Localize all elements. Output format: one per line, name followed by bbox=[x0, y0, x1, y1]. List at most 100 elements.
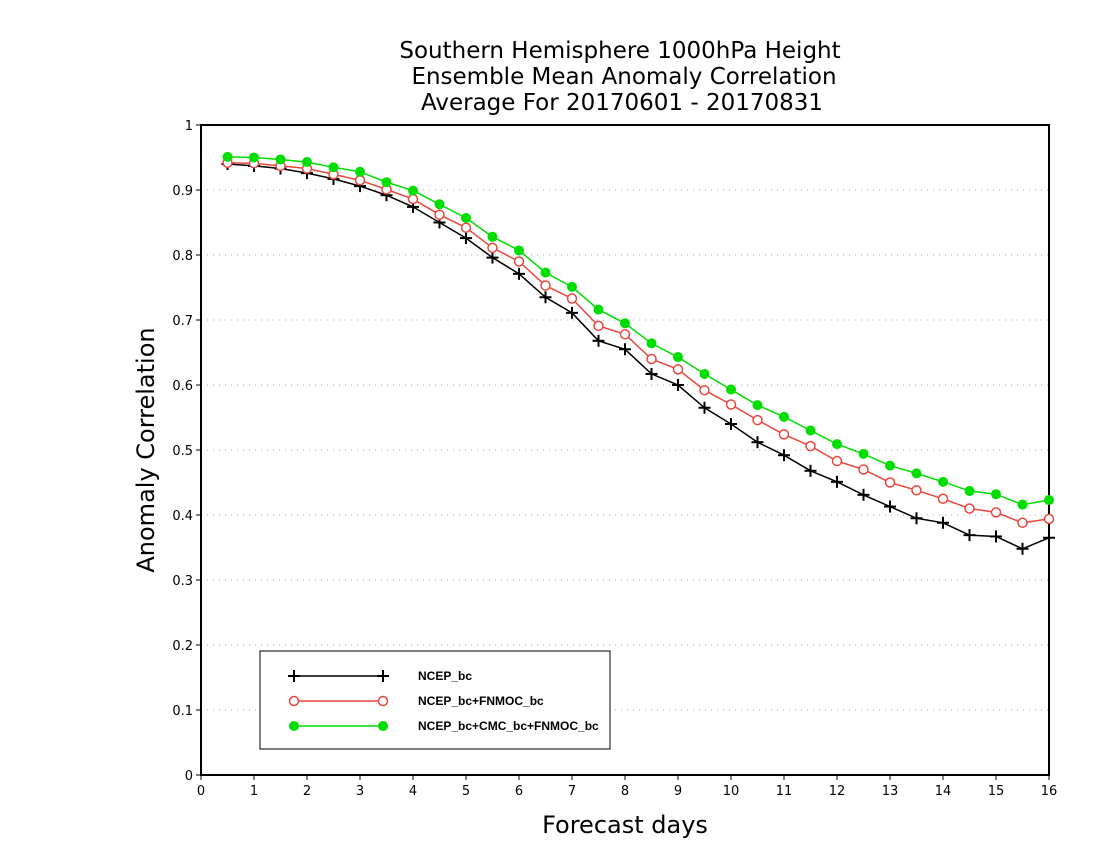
data-point bbox=[486, 251, 499, 264]
data-point bbox=[884, 477, 896, 488]
legend-marker bbox=[289, 721, 299, 731]
data-point bbox=[937, 516, 949, 529]
x-tick-label: 9 bbox=[674, 784, 682, 799]
data-point bbox=[487, 242, 498, 254]
data-point bbox=[620, 318, 630, 329]
series-line bbox=[227, 161, 1050, 524]
data-point bbox=[752, 400, 763, 411]
data-point bbox=[831, 475, 843, 488]
data-point bbox=[434, 209, 445, 220]
x-tick-label: 14 bbox=[935, 784, 952, 799]
data-point bbox=[831, 455, 843, 467]
data-point bbox=[779, 411, 789, 422]
x-tick-label: 10 bbox=[723, 784, 740, 799]
data-point bbox=[566, 293, 578, 304]
data-point bbox=[937, 493, 949, 504]
legend-label: NCEP_bc bbox=[418, 669, 472, 683]
data-point bbox=[990, 530, 1002, 543]
y-axis-label: Anomaly Correlation bbox=[132, 327, 160, 572]
data-point bbox=[832, 439, 842, 450]
data-point bbox=[991, 489, 1001, 500]
x-tick-label: 8 bbox=[621, 784, 629, 799]
x-tick-label: 16 bbox=[1041, 784, 1058, 799]
data-point bbox=[593, 304, 604, 315]
series-line bbox=[227, 156, 1050, 506]
x-tick-label: 1 bbox=[250, 784, 258, 799]
data-point bbox=[567, 281, 577, 292]
data-point bbox=[540, 280, 551, 291]
legend-marker bbox=[377, 695, 389, 707]
data-point bbox=[460, 232, 472, 245]
data-point bbox=[1017, 517, 1028, 529]
data-point bbox=[539, 291, 552, 304]
data-point bbox=[673, 352, 683, 363]
data-point bbox=[592, 334, 605, 347]
data-point bbox=[381, 177, 392, 188]
legend-marker bbox=[288, 670, 300, 682]
data-point bbox=[1043, 531, 1055, 544]
data-point bbox=[963, 529, 976, 542]
x-tick-label: 7 bbox=[568, 784, 576, 799]
y-tick-label: 0 bbox=[185, 769, 193, 784]
data-point bbox=[725, 399, 737, 410]
y-tick-label: 0.1 bbox=[172, 704, 193, 719]
data-point bbox=[408, 185, 418, 196]
series-layer bbox=[221, 151, 1055, 555]
data-point bbox=[645, 367, 658, 380]
y-tick-label: 0.4 bbox=[172, 509, 193, 524]
y-tick-label: 0.3 bbox=[172, 574, 193, 589]
title-line-3: Average For 20170601 - 20170831 bbox=[421, 90, 823, 116]
data-point bbox=[805, 440, 816, 452]
x-tick-label: 2 bbox=[303, 784, 311, 799]
data-point bbox=[1044, 495, 1054, 506]
data-point bbox=[249, 152, 259, 163]
data-point bbox=[805, 425, 816, 436]
data-point bbox=[858, 464, 869, 475]
data-point bbox=[1017, 499, 1028, 510]
y-tick-label: 0.2 bbox=[172, 639, 193, 654]
data-point bbox=[434, 199, 445, 210]
grid-lines bbox=[201, 189, 1049, 711]
x-tick-label: 15 bbox=[988, 784, 1005, 799]
data-point bbox=[540, 267, 551, 278]
data-point bbox=[328, 162, 339, 173]
data-point bbox=[778, 449, 790, 462]
data-point bbox=[911, 468, 922, 479]
legend-label: NCEP_bc+FNMOC_bc bbox=[418, 694, 544, 708]
legend-item-1: NCEP_bc+FNMOC_bc bbox=[288, 694, 544, 708]
data-point bbox=[302, 157, 312, 168]
data-point bbox=[804, 464, 817, 477]
data-point bbox=[751, 436, 764, 449]
data-point bbox=[566, 306, 578, 319]
data-point bbox=[778, 429, 790, 440]
legend-box bbox=[259, 650, 611, 750]
series-2 bbox=[222, 151, 1054, 510]
data-point bbox=[726, 384, 736, 395]
legend-marker bbox=[378, 721, 388, 731]
series-line bbox=[227, 163, 1050, 550]
x-tick-label: 5 bbox=[462, 784, 470, 799]
title-line-2: Ensemble Mean Anomaly Correlation bbox=[411, 64, 836, 90]
data-point bbox=[513, 256, 525, 267]
data-point bbox=[593, 320, 604, 332]
data-point bbox=[964, 503, 975, 514]
y-tick-label: 0.6 bbox=[172, 379, 193, 394]
x-tick-label: 13 bbox=[882, 784, 899, 799]
data-point bbox=[487, 231, 498, 242]
data-point bbox=[646, 353, 657, 365]
y-tick-label: 0.7 bbox=[172, 314, 193, 329]
data-point bbox=[619, 343, 631, 356]
legend-marker bbox=[288, 695, 300, 707]
data-point bbox=[460, 222, 472, 233]
legend-label: NCEP_bc+CMC_bc+FNMOC_bc bbox=[418, 719, 599, 733]
x-tick-label: 12 bbox=[829, 784, 846, 799]
data-point bbox=[619, 329, 631, 340]
data-point bbox=[911, 485, 922, 496]
data-point bbox=[858, 448, 869, 459]
data-point bbox=[752, 414, 763, 426]
data-point bbox=[938, 476, 948, 487]
data-point bbox=[910, 512, 923, 525]
data-point bbox=[1043, 513, 1055, 525]
data-point bbox=[1016, 542, 1029, 555]
